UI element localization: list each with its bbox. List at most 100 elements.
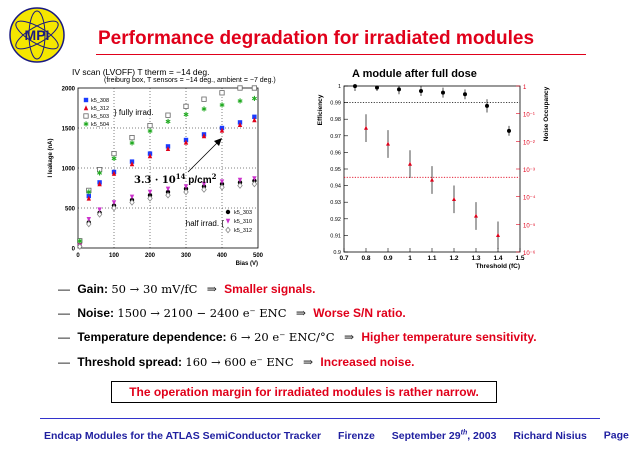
iv-data-point bbox=[237, 85, 243, 91]
fluence-arrow bbox=[187, 139, 221, 173]
eff-ytick-label: 0.97 bbox=[330, 134, 341, 140]
iv-plot-title: IV scan (LVOFF) T therm = −14 deg. bbox=[72, 67, 210, 77]
eff-ytick-label: 0.94 bbox=[330, 184, 341, 190]
footer: Endcap Modules for the ATLAS SemiConduct… bbox=[44, 429, 631, 442]
iv-half-label: half irrad. { bbox=[186, 219, 225, 228]
eff-ytick-label: 0.95 bbox=[330, 167, 341, 173]
page-title: Performance degradation for irradiated m… bbox=[98, 28, 535, 49]
bullet-result: Higher temperature sensitivity. bbox=[361, 330, 537, 344]
eff-plot-title: A module after full dose bbox=[352, 68, 477, 80]
eff-data-point bbox=[441, 90, 445, 95]
eff-xtick-label: 1.4 bbox=[493, 255, 502, 262]
eff-xtick-label: 1 bbox=[408, 255, 412, 262]
mpi-logo: MPI bbox=[9, 7, 65, 63]
iv-data-point bbox=[252, 117, 257, 123]
eff-data-point bbox=[419, 88, 423, 93]
iv-data-point bbox=[237, 177, 243, 183]
eff-data-point bbox=[397, 87, 401, 92]
noise-data-point bbox=[452, 196, 456, 201]
iv-data-point bbox=[252, 176, 257, 182]
iv-ylabel: I leakage (nA) bbox=[48, 138, 54, 177]
noise-data-point bbox=[430, 177, 434, 182]
iv-data-point bbox=[165, 191, 171, 199]
iv-data-point bbox=[96, 211, 103, 218]
eff-data-point bbox=[375, 85, 379, 90]
iv-data-point bbox=[237, 182, 243, 189]
iv-plot-subtitle: (freiburg box, T sensors = −14 deg., amb… bbox=[104, 77, 276, 84]
iv-fully-label: } fully irrad. bbox=[114, 108, 154, 117]
bullet-label: Gain: bbox=[77, 282, 109, 296]
iv-data-point: ✱ bbox=[97, 169, 103, 177]
bullet-result: Increased noise. bbox=[320, 355, 415, 369]
iv-ytick-label: 1500 bbox=[62, 127, 76, 133]
eff-ytick-label: 0.98 bbox=[330, 117, 341, 123]
bullet-math: 160 → 600 e⁻ ENC bbox=[185, 355, 294, 369]
footer-date-year: , 2003 bbox=[467, 429, 497, 442]
iv-xtick-label: 200 bbox=[145, 253, 156, 259]
implies-arrow: ⇒ bbox=[206, 282, 217, 296]
iv-data-point bbox=[86, 217, 91, 222]
eff-xtick-label: 1.1 bbox=[427, 255, 436, 262]
conclusion-box: The operation margin for irradiated modu… bbox=[111, 381, 497, 403]
iv-legend-marker bbox=[83, 97, 89, 103]
eff-xtick-label: 0.7 bbox=[339, 255, 348, 262]
footer-date-main: September 29 bbox=[391, 429, 461, 442]
footer-date-sup: th bbox=[460, 429, 468, 436]
bullet-label: Temperature dependence: bbox=[77, 330, 227, 344]
iv-data-point: ✱ bbox=[86, 189, 92, 197]
eff-data-point bbox=[463, 92, 467, 97]
iv-legend-entry: k5_303 bbox=[234, 210, 252, 216]
iv-data-point: ✱ bbox=[165, 118, 171, 126]
footer-place: Firenze bbox=[338, 429, 375, 442]
eff-ytick-label: 0.96 bbox=[330, 150, 341, 156]
iv-legend-marker bbox=[83, 113, 89, 119]
footer-title: Endcap Modules for the ATLAS SemiConduct… bbox=[44, 429, 322, 442]
iv-data-point bbox=[183, 184, 189, 190]
bullet-label: Threshold spread: bbox=[77, 355, 183, 369]
iv-data-point bbox=[251, 180, 258, 188]
fluence-mantissa: 3.3 · 10 bbox=[134, 175, 176, 186]
eff-xtick-label: 1.3 bbox=[471, 255, 480, 262]
iv-data-point: ✱ bbox=[111, 155, 117, 163]
iv-data-point bbox=[147, 195, 153, 202]
iv-data-point bbox=[237, 122, 243, 127]
iv-data-point bbox=[129, 135, 135, 141]
iv-legend-marker bbox=[83, 105, 89, 111]
bullet-dash: — bbox=[58, 282, 70, 296]
iv-data-point bbox=[165, 186, 171, 192]
bullet-dash: — bbox=[58, 330, 70, 344]
eff-xtick-label: 0.9 bbox=[383, 255, 392, 262]
iv-xtick-label: 300 bbox=[181, 253, 192, 259]
iv-data-point bbox=[86, 220, 92, 228]
iv-legend-marker bbox=[225, 226, 231, 234]
eff-y2tick-label: 1 bbox=[523, 85, 527, 91]
efficiency-chart: 0.90.910.920.930.940.950.960.970.980.991… bbox=[317, 84, 550, 270]
eff-y2tick-label: 10⁻⁴ bbox=[523, 195, 536, 202]
iv-data-point bbox=[201, 133, 207, 139]
iv-data-point bbox=[97, 167, 103, 173]
iv-data-point bbox=[97, 207, 102, 213]
eff-y2tick-label: 10⁻⁶ bbox=[523, 250, 536, 257]
iv-data-point bbox=[183, 139, 189, 145]
iv-data-point bbox=[77, 243, 83, 250]
iv-data-point: ✱ bbox=[147, 128, 153, 136]
iv-legend-marker bbox=[225, 209, 231, 215]
iv-data-point bbox=[129, 161, 135, 167]
footer-page: Page 9 bbox=[603, 429, 631, 442]
implies-arrow: ⇒ bbox=[343, 330, 355, 344]
iv-data-point bbox=[129, 194, 135, 200]
fluence-unit-exponent: 2 bbox=[212, 172, 217, 181]
bullet-gain: — Gain: 50 → 30 mV/fC ⇒ Smaller signals. bbox=[58, 282, 316, 296]
eff-y2tick-label: 10⁻³ bbox=[523, 168, 535, 174]
eff-ytick-label: 0.92 bbox=[330, 217, 341, 223]
footer-date: September 29th, 2003 bbox=[391, 429, 497, 442]
iv-plot-area: 0 500 1000 1500 2000 0 100 200 300 400 500 Bias (V)… bbox=[48, 85, 264, 267]
iv-xtick-label: 100 bbox=[109, 253, 120, 259]
implies-arrow: ⇒ bbox=[295, 306, 306, 320]
bullet-result: Worse S/N ratio. bbox=[313, 306, 406, 320]
iv-data-point bbox=[86, 195, 91, 201]
iv-data-point bbox=[201, 96, 207, 102]
bullet-threshold-spread: — Threshold spread: 160 → 600 e⁻ ENC ⇒ I… bbox=[58, 355, 414, 369]
iv-data-point bbox=[219, 90, 225, 96]
eff-xtick-label: 1.5 bbox=[515, 255, 524, 262]
